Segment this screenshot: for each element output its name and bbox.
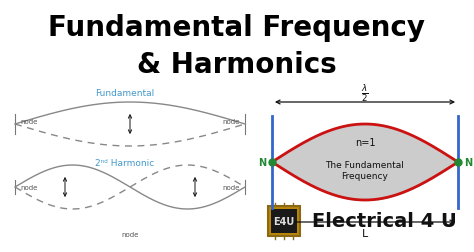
Text: 2ⁿᵈ Harmonic: 2ⁿᵈ Harmonic: [95, 158, 155, 167]
Text: The Fundamental
Frequency: The Fundamental Frequency: [326, 160, 404, 181]
FancyBboxPatch shape: [268, 206, 300, 236]
Text: node: node: [121, 231, 139, 237]
Text: $\frac{\lambda}{2}$: $\frac{\lambda}{2}$: [361, 82, 369, 103]
Text: Electrical 4 U: Electrical 4 U: [312, 212, 457, 231]
Text: E4U: E4U: [273, 216, 295, 226]
Bar: [271, 209, 297, 233]
Text: L: L: [362, 228, 368, 238]
Text: Fundamental: Fundamental: [95, 88, 155, 97]
Text: Fundamental Frequency: Fundamental Frequency: [48, 14, 426, 42]
Text: node: node: [20, 184, 37, 190]
Text: N: N: [464, 158, 472, 167]
Text: node: node: [20, 118, 37, 124]
Text: node: node: [223, 118, 240, 124]
Text: & Harmonics: & Harmonics: [137, 51, 337, 79]
Text: N: N: [258, 158, 266, 167]
Text: n=1: n=1: [355, 137, 375, 147]
Text: node: node: [223, 184, 240, 190]
